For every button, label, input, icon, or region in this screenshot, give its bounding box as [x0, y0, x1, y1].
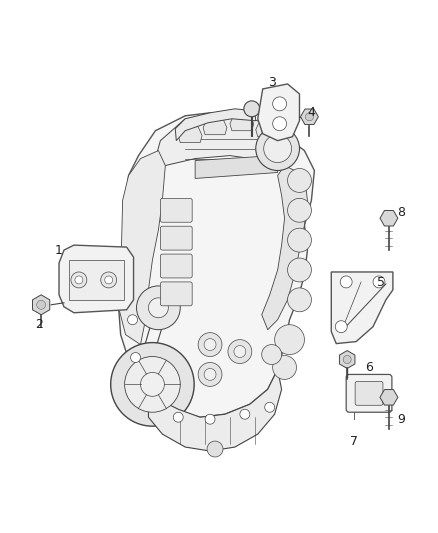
Polygon shape	[380, 211, 398, 226]
Polygon shape	[230, 115, 254, 131]
Circle shape	[262, 345, 282, 365]
Circle shape	[264, 135, 292, 163]
Circle shape	[111, 343, 194, 426]
Polygon shape	[155, 113, 300, 166]
Polygon shape	[178, 127, 202, 143]
FancyBboxPatch shape	[160, 282, 192, 306]
Circle shape	[71, 272, 87, 288]
Circle shape	[275, 325, 304, 354]
Circle shape	[234, 345, 246, 358]
Circle shape	[204, 338, 216, 351]
Circle shape	[228, 340, 252, 364]
Polygon shape	[380, 390, 398, 405]
Circle shape	[105, 276, 113, 284]
Text: 9: 9	[397, 413, 405, 426]
Text: 5: 5	[377, 277, 385, 289]
Text: 4: 4	[307, 106, 315, 119]
Polygon shape	[339, 351, 355, 368]
Circle shape	[124, 357, 180, 412]
Circle shape	[173, 412, 183, 422]
Polygon shape	[119, 151, 165, 345]
Circle shape	[305, 113, 314, 121]
Text: 8: 8	[397, 206, 405, 219]
FancyBboxPatch shape	[160, 226, 192, 250]
Polygon shape	[32, 295, 50, 315]
Circle shape	[288, 258, 311, 282]
Circle shape	[137, 286, 180, 330]
Polygon shape	[69, 260, 124, 300]
Circle shape	[340, 276, 352, 288]
Polygon shape	[148, 369, 282, 451]
Circle shape	[335, 321, 347, 333]
Circle shape	[198, 362, 222, 386]
Polygon shape	[195, 156, 278, 179]
Polygon shape	[119, 113, 314, 417]
Circle shape	[75, 276, 83, 284]
Circle shape	[127, 315, 138, 325]
Circle shape	[288, 288, 311, 312]
Circle shape	[148, 298, 168, 318]
Circle shape	[205, 414, 215, 424]
Polygon shape	[300, 109, 318, 125]
Circle shape	[131, 352, 141, 362]
Circle shape	[37, 300, 46, 309]
Polygon shape	[262, 166, 307, 330]
Circle shape	[256, 127, 300, 171]
Circle shape	[240, 409, 250, 419]
Circle shape	[373, 276, 385, 288]
FancyBboxPatch shape	[346, 375, 392, 412]
Circle shape	[288, 168, 311, 192]
Circle shape	[101, 272, 117, 288]
FancyBboxPatch shape	[355, 382, 383, 405]
Circle shape	[198, 333, 222, 357]
FancyBboxPatch shape	[160, 254, 192, 278]
Polygon shape	[59, 245, 134, 313]
Text: 1: 1	[55, 244, 63, 256]
Circle shape	[265, 402, 275, 412]
Circle shape	[273, 356, 297, 379]
Circle shape	[343, 356, 351, 364]
Text: 7: 7	[350, 434, 358, 448]
Circle shape	[244, 101, 260, 117]
Circle shape	[288, 198, 311, 222]
Circle shape	[207, 441, 223, 457]
Circle shape	[204, 368, 216, 381]
Circle shape	[273, 117, 286, 131]
FancyBboxPatch shape	[160, 198, 192, 222]
Polygon shape	[203, 119, 227, 135]
Circle shape	[288, 228, 311, 252]
Polygon shape	[256, 121, 279, 136]
Text: 6: 6	[365, 361, 373, 374]
Polygon shape	[331, 272, 393, 344]
Polygon shape	[258, 84, 300, 141]
Circle shape	[273, 97, 286, 111]
Circle shape	[141, 373, 164, 397]
Text: 3: 3	[268, 76, 276, 90]
Text: 2: 2	[35, 318, 43, 331]
Polygon shape	[175, 109, 256, 141]
